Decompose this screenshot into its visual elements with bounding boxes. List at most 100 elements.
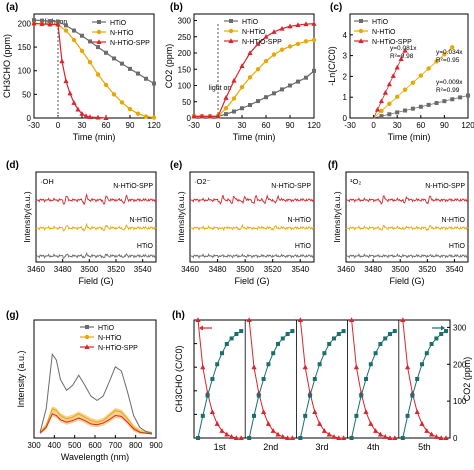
panel-f-series-label: N-HTiO xyxy=(442,217,466,224)
panel-a-point xyxy=(87,114,93,120)
panel-h-ch3cho-line xyxy=(248,319,293,439)
panel-g-series-line xyxy=(39,408,153,435)
panel-h-ytick2-label: 0 xyxy=(453,434,458,443)
panel-c-point xyxy=(390,73,396,78)
panel-h-co2-point xyxy=(210,377,215,381)
panel-h-ch3cho-point xyxy=(331,434,337,439)
panel-h-ytick2-label: 300 xyxy=(453,323,467,332)
panel-c-legend-marker xyxy=(358,38,364,43)
panel-h-co2-point xyxy=(444,329,448,334)
panel-a-series-line xyxy=(33,22,155,119)
panel-f-xtick-label: 3500 xyxy=(391,265,409,274)
panel-d-series-label: N-HTiO xyxy=(130,217,154,224)
panel-h-ch3cho-point xyxy=(280,434,286,439)
panel-d-xtick-label: 3480 xyxy=(54,265,72,274)
panel-b-xtick-label: 30 xyxy=(238,121,247,130)
panel-h-co2-point xyxy=(424,351,429,356)
panel-b-point xyxy=(215,113,221,119)
panel-b-point xyxy=(191,113,197,119)
panel-f-spectrum xyxy=(345,195,469,205)
panel-h-ch3cho-point xyxy=(373,428,379,433)
panel-h-cycle-label: 5th xyxy=(418,442,431,452)
panel-b-point xyxy=(199,113,205,119)
panel-e-spectrum xyxy=(189,194,315,205)
panel-b-point xyxy=(272,91,276,96)
panel-a-legend-marker xyxy=(96,29,102,35)
panel-g-legend-label: N-HTiO xyxy=(98,335,122,342)
panel-c-xtick-label: -30 xyxy=(344,121,356,130)
panel-c-ylabel: -Ln(C/C0) xyxy=(327,46,337,86)
panel-b-point xyxy=(311,37,317,43)
panel-g-tag: (g) xyxy=(6,310,19,321)
panel-c-xtick-label: 120 xyxy=(461,121,474,130)
panel-h-ch3cho-point xyxy=(387,435,393,440)
panel-h-ylabel: CH3CHO (C/C0) xyxy=(174,345,184,412)
panel-b-ytick-label: 0 xyxy=(187,114,192,123)
panel-b-point xyxy=(264,95,268,100)
panel-d-spectrum xyxy=(35,192,157,206)
panel-b-xtick-label: 90 xyxy=(286,121,295,130)
panel-e-xtick-label: 3520 xyxy=(264,265,282,274)
panel-h-ch3cho-point xyxy=(414,409,420,415)
panel-h-co2-point xyxy=(252,413,256,418)
panel-h-right-arrowhead xyxy=(441,325,445,331)
panel-c-point xyxy=(442,52,447,57)
panel-a-xtick-label: 90 xyxy=(126,121,135,130)
panel-b-legend-label: HTiO xyxy=(242,19,259,26)
panel-h-co2-point xyxy=(392,329,397,334)
panel-h-ch3cho-point xyxy=(200,364,206,370)
panel-c-point xyxy=(395,94,400,99)
panel-e-frame xyxy=(189,171,315,263)
panel-f-xtick-label: 3520 xyxy=(418,265,436,274)
panel-b-series-line xyxy=(194,23,315,117)
panel-c-point xyxy=(402,87,408,92)
panel-c-eq-htio: y=0.009x xyxy=(436,79,463,86)
panel-a-point xyxy=(75,106,81,112)
panel-c-point xyxy=(434,101,439,106)
panel-c-point xyxy=(398,56,404,62)
panel-h-ylabel2: CO2 (ppm) xyxy=(462,357,472,402)
panel-h-co2-point xyxy=(341,329,346,334)
panel-a-point xyxy=(103,82,109,88)
panel-h-co2-point xyxy=(234,332,239,337)
panel-a-point xyxy=(39,21,45,26)
panel-a-legend-label: HTiO xyxy=(110,20,127,27)
panel-b-point xyxy=(255,67,261,72)
panel-h-co2-point xyxy=(266,362,271,367)
panel-h-co2-point xyxy=(336,332,341,337)
panel-c-point xyxy=(386,81,392,87)
panel-c-point xyxy=(394,64,400,70)
panel-a-point xyxy=(119,100,125,105)
panel-c-point xyxy=(402,47,408,53)
panel-h-ch3cho-point xyxy=(275,431,281,437)
panel-h-ch3cho-point xyxy=(336,435,342,440)
panel-c-point xyxy=(434,59,439,64)
panel-h-ch3cho-point xyxy=(285,435,291,440)
panel-h-ch3cho-point xyxy=(377,431,383,437)
panel-f-xtick-label: 3540 xyxy=(446,265,464,274)
panel-b-point xyxy=(231,96,237,101)
panel-g-legend-marker xyxy=(85,325,89,329)
panel-h-co2-point xyxy=(400,436,405,440)
panel-b-point xyxy=(288,83,292,88)
panel-b-point xyxy=(271,52,277,57)
panel-b-ytick-label: 100 xyxy=(178,82,192,91)
panel-h-tag: (h) xyxy=(172,310,185,321)
panel-b-xtick-label: 0 xyxy=(216,121,221,130)
panel-d-xtick-label: 3500 xyxy=(80,265,98,274)
panel-c-legend-marker xyxy=(359,19,363,23)
panel-c-r2-nhtio: R²=0.95 xyxy=(436,57,460,64)
panel-h-ch3cho-point xyxy=(400,317,406,322)
panel-h-cycle-label: 2nd xyxy=(263,442,278,452)
panel-c-point xyxy=(418,73,423,78)
panel-h-cycle-label: 4th xyxy=(367,442,380,452)
panel-b-legend-marker xyxy=(228,38,234,43)
panel-b-point xyxy=(263,33,269,39)
panel-b-point xyxy=(312,68,316,73)
panel-c-point xyxy=(378,98,385,104)
panel-h-ch3cho-point xyxy=(321,428,327,433)
panel-a-tag: (a) xyxy=(6,2,18,13)
panel-c-point xyxy=(466,93,470,98)
panel-a-point xyxy=(72,28,76,33)
panel-a-point xyxy=(143,114,149,119)
